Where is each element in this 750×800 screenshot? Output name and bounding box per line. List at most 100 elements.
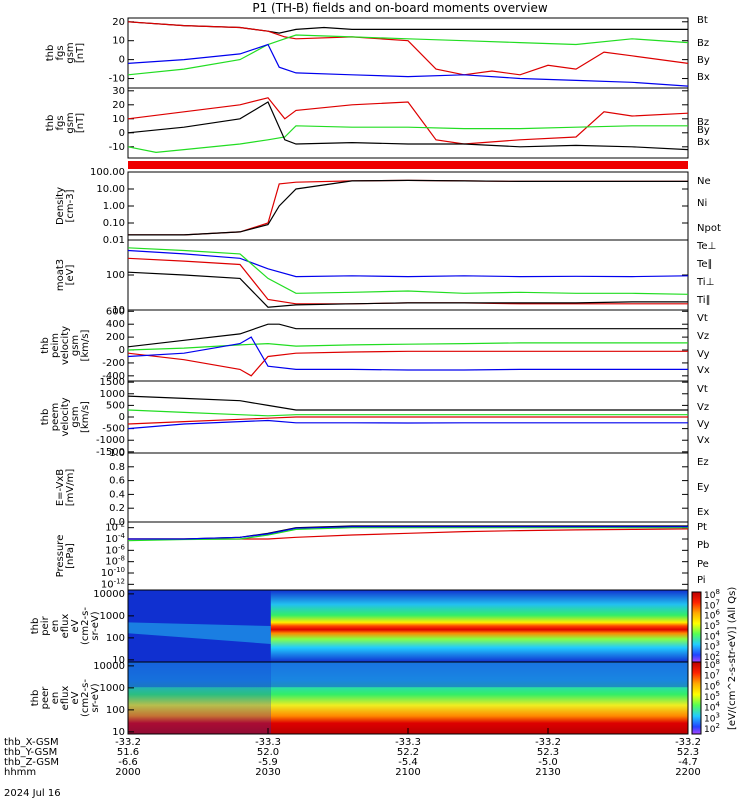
- x-axis-value: 2030: [255, 767, 280, 778]
- y-tick-label: 1.0: [109, 448, 125, 459]
- colorbar-tick-label: 105: [704, 690, 720, 703]
- panel-7: 1.0 0.8 0.6 0.4 0.2 0.0 Ez Ey Ex E=-VxB[mV/m]: [55, 448, 709, 528]
- y-tick-label: -10: [109, 142, 125, 153]
- legend-Vt: Vt: [697, 313, 708, 324]
- legend-Vx: Vx: [697, 435, 710, 446]
- panel-frame: [127, 521, 689, 591]
- x-axis-value: 52.2: [397, 747, 419, 758]
- y-tick-label: 0.01: [103, 235, 125, 246]
- colorbar-scale: [691, 661, 702, 735]
- y-axis-label: E=-VxB[mV/m]: [55, 469, 76, 507]
- x-axis-value: 2130: [535, 767, 560, 778]
- y-axis-label: Pressure[nPa]: [55, 535, 76, 578]
- series-line-Vx: [127, 336, 688, 371]
- panel-frame: [127, 239, 689, 311]
- colorbar-tick-label: 102: [704, 650, 720, 663]
- legend-Ti⊥: Ti⊥: [696, 277, 714, 288]
- legend-Te∥: Te∥: [696, 259, 713, 270]
- x-axis-value: -5.9: [258, 757, 278, 768]
- x-axis-value: -5.0: [538, 757, 558, 768]
- y-tick-label: 100: [106, 633, 125, 644]
- heatmap-early-band: [128, 622, 271, 644]
- y-tick-label: 20: [112, 100, 125, 111]
- colorbar-tick-label: 104: [704, 701, 720, 714]
- legend-Pb: Pb: [697, 540, 709, 551]
- y-tick-label: 500: [106, 400, 125, 411]
- y-axis-label: thbfgsgsm[nT]: [45, 112, 86, 133]
- series-line-Ti∥: [127, 247, 689, 295]
- series-line-Te∥: [127, 271, 688, 308]
- series-line-Bx: [127, 101, 689, 151]
- x-axis: thb_X-GSM -33.2 -33.3 -33.3 -33.2 -33.2 thb_Y-…: [4, 728, 701, 778]
- series-line-Ne: [128, 179, 688, 236]
- series-line-By: [127, 125, 688, 154]
- x-axis-value: -33.2: [675, 737, 701, 748]
- y-tick-label: -1500: [96, 447, 125, 458]
- series-line-Vt: [127, 395, 688, 411]
- panel-1: 20 10 0 -10 Bt Bz By Bx thbfgsgsm[nT]: [45, 15, 710, 89]
- panel-frame: [127, 452, 689, 523]
- series-line-Bt: [127, 21, 688, 34]
- y-tick-label: 0.2: [109, 503, 125, 514]
- y-axis-label: thbpeirenefluxeV(cm2-s-sr-eV): [30, 607, 101, 645]
- y-tick-label: 0.0: [109, 517, 125, 528]
- heatmap-noise: [128, 662, 688, 688]
- y-tick-label: 10-10: [101, 566, 125, 579]
- series-line-Vz: [127, 350, 688, 377]
- legend-Vx: Vx: [697, 365, 710, 376]
- panel-10: 10000 1000 100 10 thbpeerenefluxeV(cm2-s-sr-…: [30, 661, 689, 738]
- y-tick-label: 0: [119, 345, 125, 356]
- y-tick-label: 0.10: [103, 218, 125, 229]
- y-axis-label: Density[cm-3]: [55, 187, 76, 225]
- colorbars: 1081071061051041031021081071061051041031…: [691, 587, 738, 735]
- y-axis-label: thbfgsgsm[nT]: [45, 42, 86, 63]
- heatmap-band: [270, 590, 688, 662]
- y-tick-label: -400: [102, 371, 125, 382]
- legend-Vt: Vt: [697, 384, 708, 395]
- legend-Npot: Npot: [697, 223, 721, 234]
- colorbar-tick-label: 106: [704, 609, 720, 622]
- legend-Bt: Bt: [697, 15, 708, 26]
- legend-Ez: Ez: [697, 457, 709, 468]
- x-axis-value: -4.7: [678, 757, 698, 768]
- series-line-Vt: [127, 323, 688, 348]
- x-axis-value: 52.0: [257, 747, 279, 758]
- series-line-Pe: [127, 527, 688, 542]
- series-line-Vz: [127, 416, 688, 425]
- y-tick-label: 0.4: [109, 489, 125, 500]
- panel-frame: [127, 171, 689, 241]
- series-line-Pb: [128, 528, 689, 540]
- x-axis-value: 52.3: [677, 747, 699, 758]
- y-tick-label: 20: [112, 17, 125, 28]
- x-axis-value: -33.2: [115, 737, 141, 748]
- colorbar-tick-label: 103: [704, 640, 720, 653]
- panel-3: 100.00 10.00 1.00 0.10 0.01 Ne Ni Npot Density[c…: [55, 167, 721, 246]
- x-axis-value: -33.2: [535, 737, 561, 748]
- y-tick-label: 0: [119, 412, 125, 423]
- series-line-Ni: [128, 179, 688, 236]
- x-axis-value: -5.4: [398, 757, 418, 768]
- colorbar-tick-label: 108: [704, 658, 720, 671]
- colorbar-scale: [691, 591, 702, 663]
- x-axis-row-label: thb_Z-GSM: [4, 757, 59, 768]
- legend-Vz: Vz: [697, 331, 709, 342]
- colorbar-tick-label: 103: [704, 711, 720, 724]
- legend-Ne: Ne: [697, 176, 711, 187]
- y-tick-label: 10.00: [96, 184, 125, 195]
- y-tick-label: 10000: [93, 589, 125, 600]
- x-axis-value: -33.3: [395, 737, 421, 748]
- chart-title: P1 (TH-B) fields and on-board moments ov…: [252, 1, 548, 15]
- y-tick-label: 100: [106, 270, 125, 281]
- y-tick-label: 1000: [100, 683, 125, 694]
- legend-By: By: [697, 55, 710, 66]
- x-axis-value: 2100: [395, 767, 420, 778]
- legend-Bx: Bx: [697, 72, 710, 83]
- y-axis-label: moat3[eV]: [55, 259, 76, 291]
- y-tick-label: -10: [109, 74, 125, 85]
- colorbar-tick-label: 102: [704, 722, 720, 735]
- y-tick-label: 30: [112, 86, 125, 97]
- y-tick-label: 1500: [100, 377, 125, 388]
